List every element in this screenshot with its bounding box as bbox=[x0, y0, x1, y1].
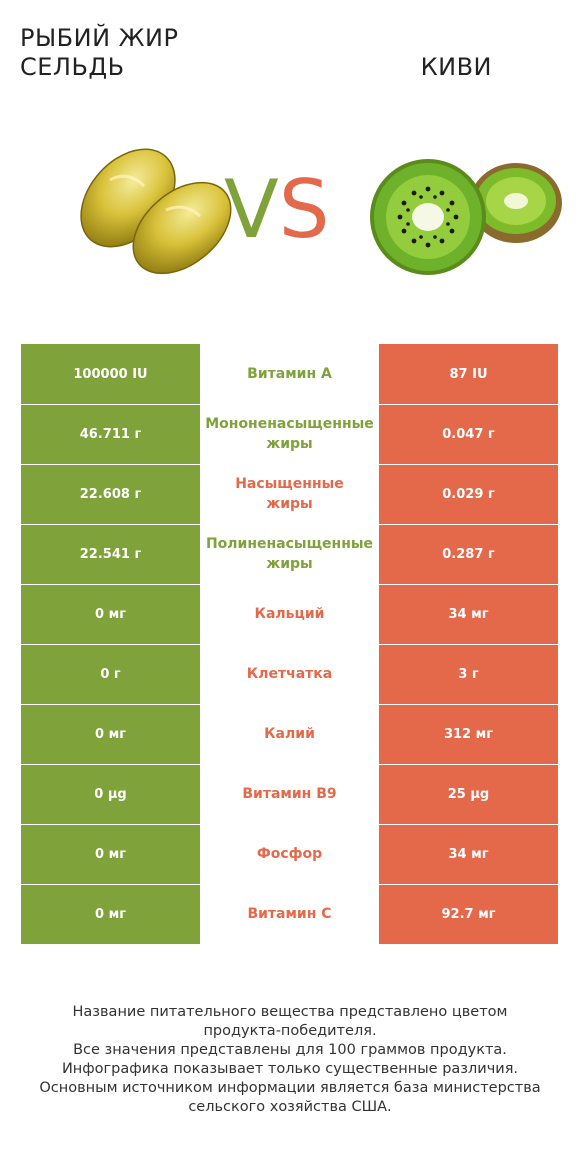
left-value: 0 µg bbox=[21, 764, 200, 824]
table-row: 46.711 г Мононенасыщенные жиры 0.047 г bbox=[21, 404, 558, 464]
vs-s-letter: S bbox=[278, 163, 330, 256]
right-value: 25 µg bbox=[379, 764, 558, 824]
table-row: 22.541 г Полиненасыщенные жиры 0.287 г bbox=[21, 524, 558, 584]
table-row: 0 мг Кальций 34 мг bbox=[21, 584, 558, 644]
vs-v-letter: V bbox=[224, 163, 279, 256]
left-value: 0 мг bbox=[21, 704, 200, 764]
left-value: 0 мг bbox=[21, 584, 200, 644]
table-row: 100000 IU Витамин A 87 IU bbox=[21, 344, 558, 404]
right-product-title: КИВИ bbox=[420, 53, 492, 81]
nutrient-name: Витамин B9 bbox=[200, 764, 379, 824]
vs-label: VS bbox=[224, 160, 330, 260]
left-value: 0 мг bbox=[21, 884, 200, 944]
nutrient-name: Кальций bbox=[200, 584, 379, 644]
right-value: 0.287 г bbox=[379, 524, 558, 584]
nutrient-name: Насыщенные жиры bbox=[200, 464, 379, 524]
table-row: 0 мг Витамин C 92.7 мг bbox=[21, 884, 558, 944]
footer-note: Название питательного вещества представл… bbox=[39, 1004, 541, 1115]
right-value: 312 мг bbox=[379, 704, 558, 764]
right-value: 0.029 г bbox=[379, 464, 558, 524]
right-value: 34 мг bbox=[379, 584, 558, 644]
kiwi-fruit-icon bbox=[370, 159, 562, 275]
left-value: 100000 IU bbox=[21, 344, 200, 404]
table-row: 0 мг Фосфор 34 мг bbox=[21, 824, 558, 884]
nutrient-name: Мононенасыщенные жиры bbox=[200, 404, 379, 464]
table-row: 22.608 г Насыщенные жиры 0.029 г bbox=[21, 464, 558, 524]
nutrient-name: Витамин A bbox=[200, 344, 379, 404]
right-value: 34 мг bbox=[379, 824, 558, 884]
left-value: 22.608 г bbox=[21, 464, 200, 524]
table-row: 0 мг Калий 312 мг bbox=[21, 704, 558, 764]
nutrient-name: Полиненасыщенные жиры bbox=[200, 524, 379, 584]
left-value: 0 г bbox=[21, 644, 200, 704]
left-product-title: РЫБИЙ ЖИР СЕЛЬДЬ bbox=[20, 24, 179, 81]
nutrient-name: Фосфор bbox=[200, 824, 379, 884]
nutrient-name: Клетчатка bbox=[200, 644, 379, 704]
left-value: 46.711 г bbox=[21, 404, 200, 464]
table-row: 0 г Клетчатка 3 г bbox=[21, 644, 558, 704]
right-value: 3 г bbox=[379, 644, 558, 704]
table-row: 0 µg Витамин B9 25 µg bbox=[21, 764, 558, 824]
nutrient-name: Витамин C bbox=[200, 884, 379, 944]
fish-oil-capsules-icon bbox=[80, 148, 232, 275]
nutrient-name: Калий bbox=[200, 704, 379, 764]
right-value: 0.047 г bbox=[379, 404, 558, 464]
right-value: 92.7 мг bbox=[379, 884, 558, 944]
comparison-table: 100000 IU Витамин A 87 IU 46.711 г Мононенас… bbox=[21, 344, 558, 944]
left-value: 22.541 г bbox=[21, 524, 200, 584]
right-value: 87 IU bbox=[379, 344, 558, 404]
left-value: 0 мг bbox=[21, 824, 200, 884]
